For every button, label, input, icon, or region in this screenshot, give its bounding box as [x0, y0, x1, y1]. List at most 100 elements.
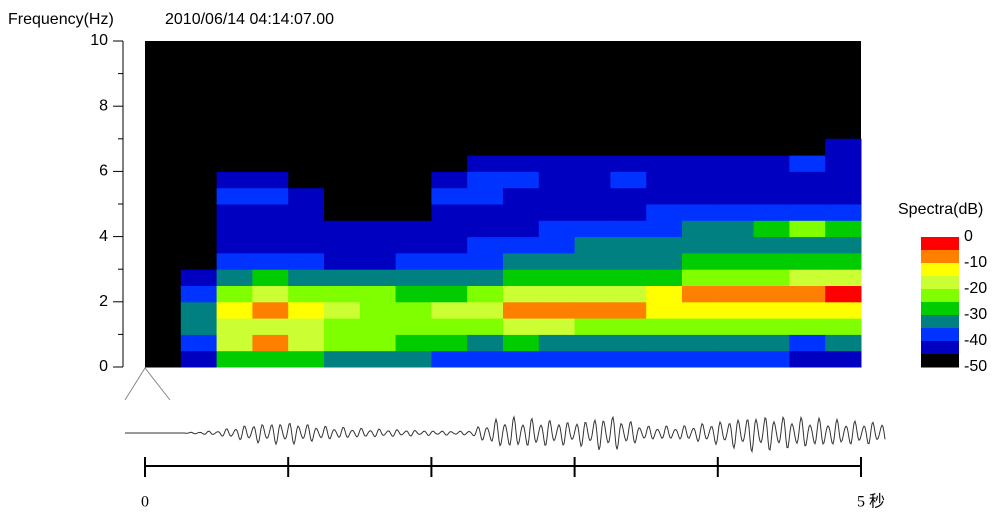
cell [359, 187, 397, 205]
cell [145, 252, 182, 270]
cell [252, 204, 289, 221]
cell [646, 269, 683, 286]
cell [825, 236, 862, 254]
cell [395, 318, 432, 335]
cell [753, 155, 790, 172]
cell [503, 350, 540, 368]
cell [145, 138, 182, 156]
cell [717, 334, 755, 352]
cell [180, 236, 218, 254]
cell [467, 171, 504, 189]
cell [145, 285, 182, 303]
cell [145, 204, 182, 221]
cell [288, 285, 325, 303]
cell [288, 220, 325, 238]
cell [324, 318, 361, 335]
cell [682, 334, 719, 352]
cell [825, 204, 862, 221]
cell [753, 301, 790, 319]
colorbar-tick-label: -40 [964, 332, 987, 349]
cell [216, 285, 253, 303]
cell [180, 155, 218, 172]
x-tick-label: 0 [141, 494, 149, 511]
cell [825, 350, 862, 368]
colorbar-swatch [921, 315, 959, 329]
cell [252, 269, 289, 286]
cell [180, 171, 218, 189]
colorbar-tick-label: -30 [964, 306, 987, 323]
colorbar-tick-label: 0 [964, 228, 973, 245]
cell [753, 187, 790, 205]
cell [431, 301, 468, 319]
colorbar-swatch [921, 341, 959, 355]
cell [610, 220, 647, 238]
cell [682, 204, 719, 221]
cell [324, 285, 361, 303]
cell [574, 155, 611, 172]
cell [467, 187, 504, 205]
cell [610, 269, 647, 286]
cell [503, 138, 540, 156]
colorbar-swatch [921, 250, 959, 264]
cell [682, 155, 719, 172]
cell [789, 285, 826, 303]
colorbar-swatch [921, 237, 959, 251]
cell [324, 236, 361, 254]
cell [789, 269, 826, 286]
cell [467, 334, 504, 352]
cell [359, 252, 397, 270]
cell [180, 318, 218, 335]
cell [682, 220, 719, 238]
cell [288, 350, 325, 368]
cell [753, 204, 790, 221]
cell [682, 252, 719, 270]
cell [503, 204, 540, 221]
cell [789, 204, 826, 221]
cell [646, 252, 683, 270]
cell [216, 204, 253, 221]
cell [431, 138, 468, 156]
cell [825, 187, 862, 205]
cell [145, 350, 182, 368]
cell [646, 285, 683, 303]
cell [538, 269, 576, 286]
cell [252, 350, 289, 368]
cell [467, 350, 504, 368]
cell [431, 334, 468, 352]
cell [789, 155, 826, 172]
cell [288, 187, 325, 205]
cell [359, 285, 397, 303]
cell [503, 155, 540, 172]
cell [682, 171, 719, 189]
cell [431, 204, 468, 221]
cell [682, 187, 719, 205]
cell [610, 334, 647, 352]
cell [216, 187, 253, 205]
cell [682, 285, 719, 303]
cell [252, 220, 289, 238]
waveform [125, 415, 886, 454]
cell [538, 171, 576, 189]
cell [717, 171, 755, 189]
cell [216, 334, 253, 352]
cell [753, 236, 790, 254]
cell [717, 252, 755, 270]
cell [252, 171, 289, 189]
cell [574, 204, 611, 221]
cell [180, 187, 218, 205]
cell [216, 318, 253, 335]
cell [359, 204, 397, 221]
cell [610, 252, 647, 270]
cell [395, 171, 432, 189]
cell [395, 269, 432, 286]
cell [610, 318, 647, 335]
cell [252, 187, 289, 205]
cell [753, 285, 790, 303]
cell [717, 236, 755, 254]
cell [288, 204, 325, 221]
cell [431, 220, 468, 238]
cell [216, 138, 253, 156]
cell [503, 334, 540, 352]
cell [324, 155, 361, 172]
cell [467, 204, 504, 221]
